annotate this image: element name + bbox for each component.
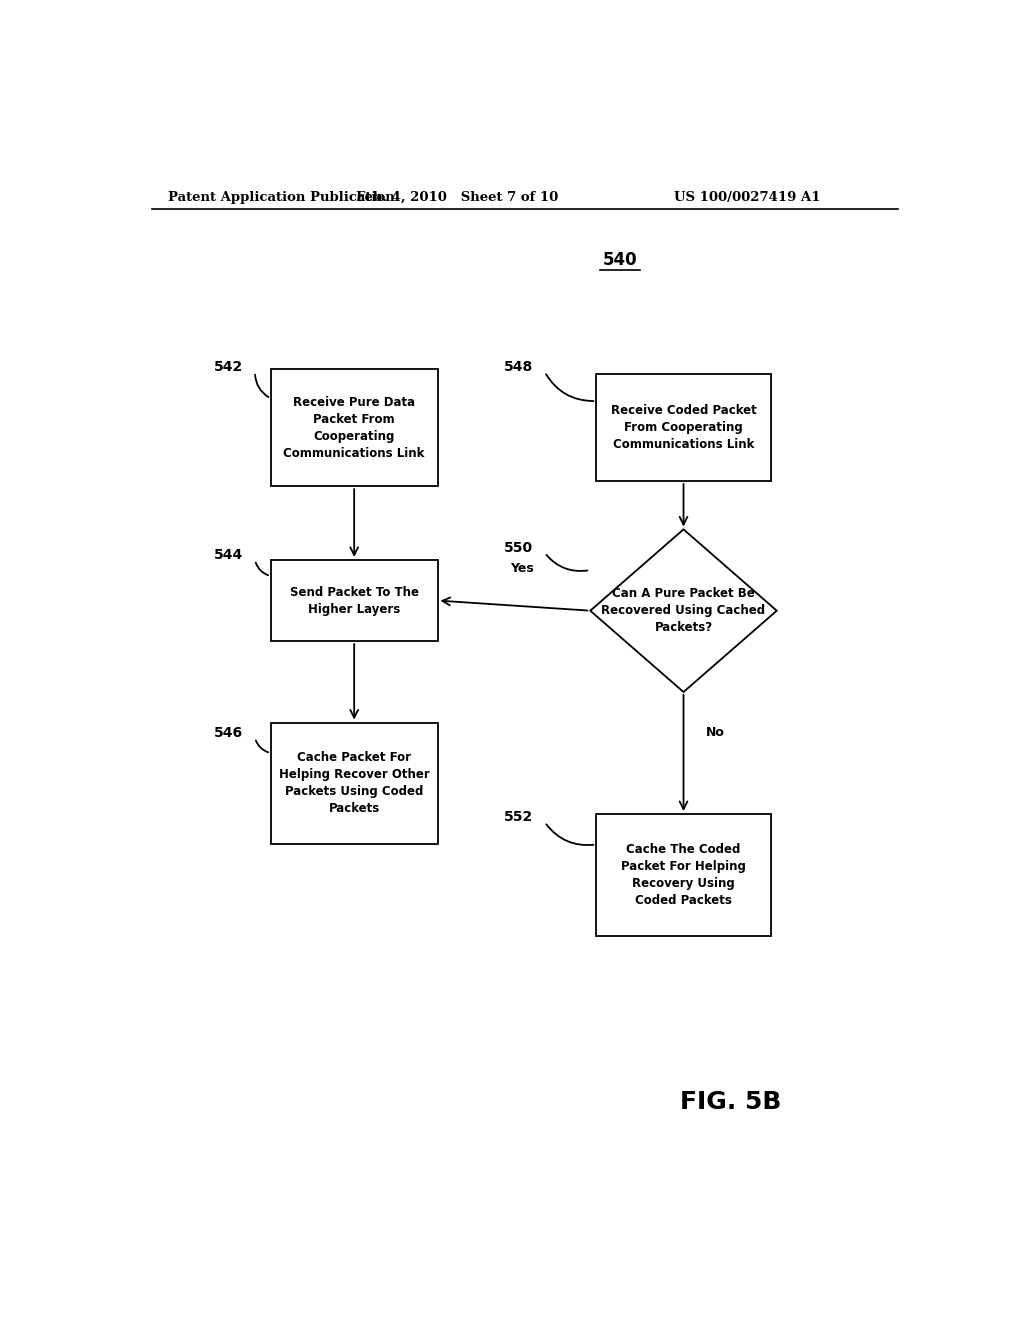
FancyBboxPatch shape [270,722,437,845]
FancyBboxPatch shape [270,560,437,642]
Polygon shape [590,529,777,692]
FancyBboxPatch shape [596,814,771,936]
Text: Receive Coded Packet
From Cooperating
Communications Link: Receive Coded Packet From Cooperating Co… [610,404,757,451]
Text: Cache The Coded
Packet For Helping
Recovery Using
Coded Packets: Cache The Coded Packet For Helping Recov… [622,843,745,907]
Text: 548: 548 [504,360,532,374]
Text: 552: 552 [504,810,532,824]
Text: 540: 540 [603,251,637,269]
Text: Can A Pure Packet Be
Recovered Using Cached
Packets?: Can A Pure Packet Be Recovered Using Cac… [601,587,766,634]
Text: 542: 542 [214,360,243,374]
Text: Receive Pure Data
Packet From
Cooperating
Communications Link: Receive Pure Data Packet From Cooperatin… [284,396,425,459]
Text: Cache Packet For
Helping Recover Other
Packets Using Coded
Packets: Cache Packet For Helping Recover Other P… [279,751,429,816]
Text: No: No [706,726,725,739]
Text: Send Packet To The
Higher Layers: Send Packet To The Higher Layers [290,586,419,615]
Text: Feb. 4, 2010   Sheet 7 of 10: Feb. 4, 2010 Sheet 7 of 10 [356,190,558,203]
Text: US 100/0027419 A1: US 100/0027419 A1 [674,190,820,203]
Text: 546: 546 [214,726,243,739]
Text: Yes: Yes [510,562,534,576]
FancyBboxPatch shape [270,370,437,486]
Text: FIG. 5B: FIG. 5B [681,1089,781,1114]
Text: 550: 550 [504,541,532,554]
Text: Patent Application Publication: Patent Application Publication [168,190,394,203]
FancyBboxPatch shape [596,375,771,480]
Text: 544: 544 [214,548,243,562]
